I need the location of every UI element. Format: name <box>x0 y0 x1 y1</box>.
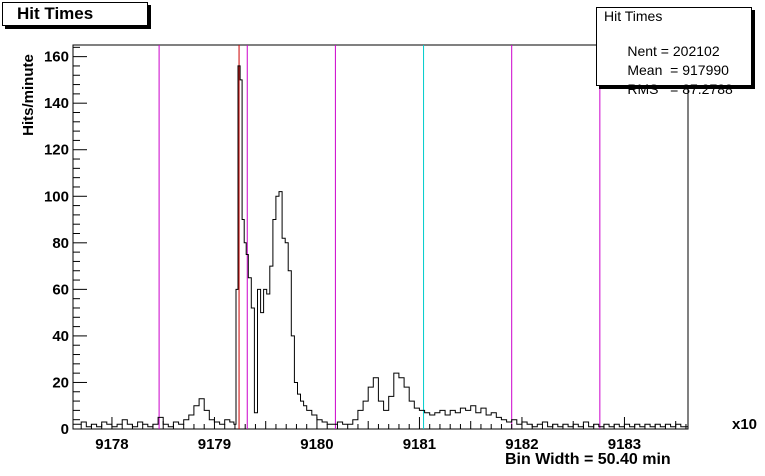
stats-box[interactable]: Hit Times Nent = 202102 Mean = 917990 RM… <box>596 7 752 86</box>
x-axis-exponent: x10 <box>732 416 757 433</box>
x-tick-label: 9181 <box>403 436 436 453</box>
plot-frame <box>73 45 688 429</box>
y-tick-label: 20 <box>52 374 69 391</box>
x-tick-label: 9180 <box>300 436 333 453</box>
y-tick-label: 0 <box>61 421 69 438</box>
y-tick-label: 120 <box>44 142 69 159</box>
stats-rms-label: RMS <box>627 81 658 97</box>
y-tick-label: 60 <box>52 281 69 298</box>
y-tick-label: 80 <box>52 235 69 252</box>
stats-rms-value: 87.2788 <box>682 81 733 97</box>
y-tick-label: 140 <box>44 95 69 112</box>
histogram-title-box[interactable]: Hit Times <box>2 2 148 26</box>
y-tick-label: 100 <box>44 188 69 205</box>
x-tick-label: 9178 <box>95 436 128 453</box>
y-tick-label: 40 <box>52 328 69 345</box>
stats-rms: RMS = 87.2788 <box>604 65 733 113</box>
y-axis-label: Hits/minute <box>20 54 37 136</box>
stats-title: Hit Times <box>604 8 662 24</box>
histogram-title: Hit Times <box>17 4 93 24</box>
x-tick-label: 9179 <box>198 436 231 453</box>
bin-width-label: Bin Width = 50.40 min <box>505 451 671 469</box>
y-tick-label: 160 <box>44 49 69 66</box>
